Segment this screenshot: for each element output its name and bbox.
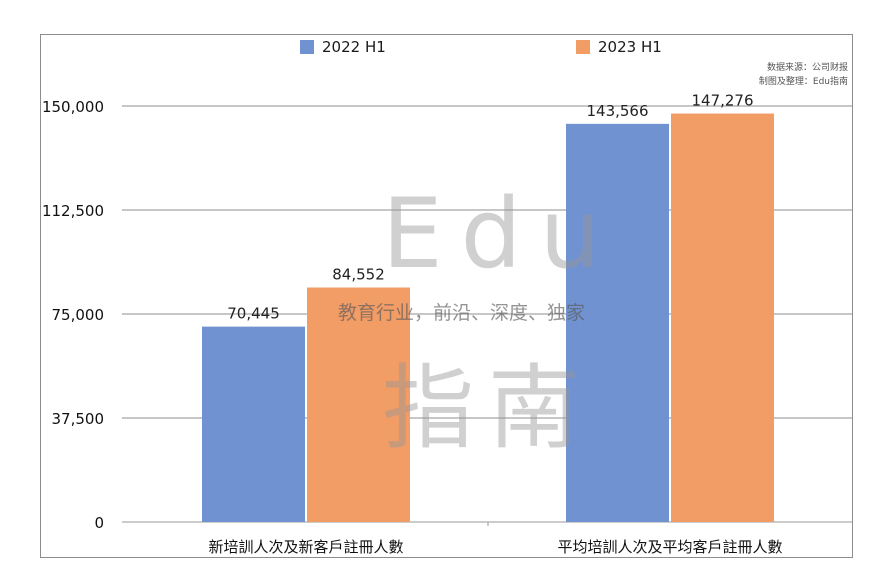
chart-frame [40,34,853,558]
legend-swatch-2023 [576,40,590,54]
data-label: 147,276 [691,92,753,110]
legend-item-2022: 2022 H1 [300,38,386,56]
data-label: 70,445 [227,305,280,323]
source-note: 数据来源：公司财报 [766,63,848,73]
y-tick-label: 112,500 [42,202,104,220]
bar [566,123,669,522]
y-tick-label: 75,000 [52,306,105,324]
x-category-label: 平均培訓人次及平均客戶註冊人數 [557,538,782,556]
data-label: 84,552 [332,266,385,284]
legend-label-2023: 2023 H1 [598,38,662,56]
author-note: 制图及整理：Edu指南 [758,77,848,87]
bar [202,326,305,522]
y-tick-label: 0 [94,514,104,532]
bar [307,287,410,522]
bar [671,113,774,522]
y-tick-label: 150,000 [42,98,104,116]
data-label: 143,566 [586,102,648,120]
y-tick-label: 37,500 [52,410,105,428]
legend-item-2023: 2023 H1 [576,38,662,56]
legend-label-2022: 2022 H1 [322,38,386,56]
legend-swatch-2022 [300,40,314,54]
x-category-label: 新培訓人次及新客戶註冊人數 [208,538,403,556]
